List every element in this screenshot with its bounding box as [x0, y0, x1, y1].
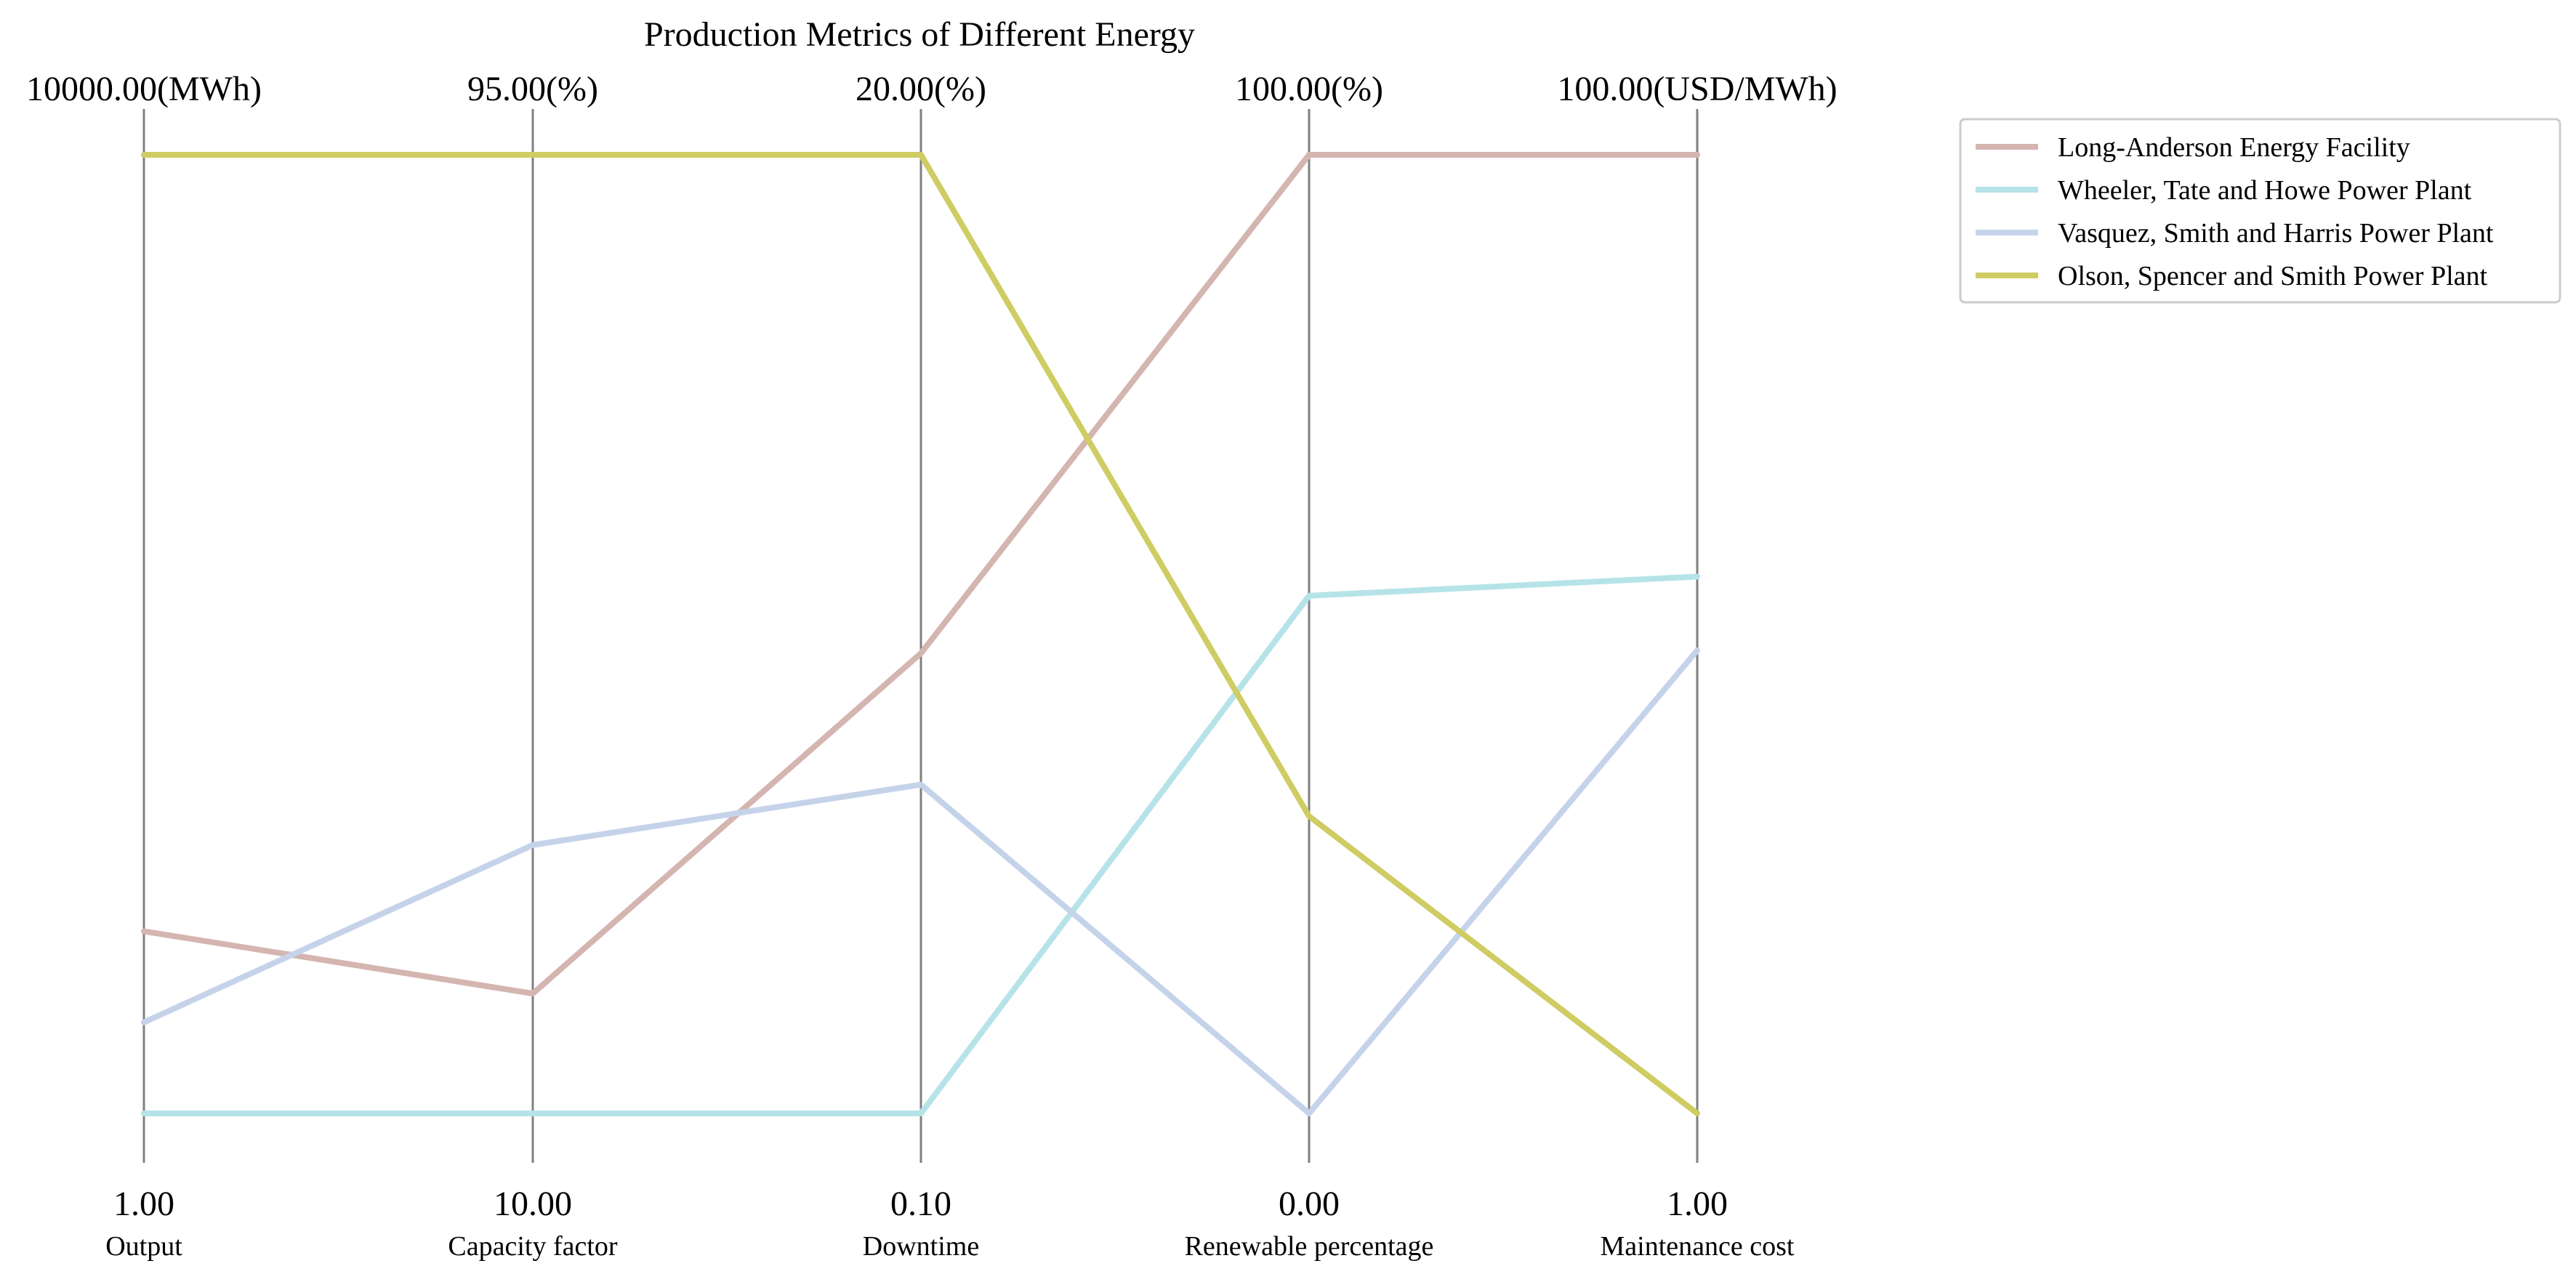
axis-max-label: 10000.00(MWh): [26, 70, 262, 108]
series-line-4: [141, 152, 1700, 1116]
axis-min-label: 10.00: [494, 1185, 572, 1223]
axis-max-label: 100.00(USD/MWh): [1557, 70, 1837, 108]
axis-min-label: 1.00: [1667, 1185, 1728, 1223]
axis-name: Capacity factor: [448, 1231, 618, 1262]
axis-max-label: 100.00(%): [1235, 70, 1383, 108]
legend-frame: [1959, 118, 2561, 304]
series-line-1: [141, 152, 1700, 997]
axis-max-label: 20.00(%): [856, 70, 986, 108]
legend-label: Vasquez, Smith and Harris Power Plant: [2058, 218, 2494, 249]
legend-label: Long-Anderson Energy Facility: [2058, 132, 2410, 163]
legend-label: Olson, Spencer and Smith Power Plant: [2058, 261, 2488, 291]
axis-min-label: 0.10: [890, 1185, 951, 1223]
axis-max-label: 95.00(%): [467, 70, 598, 108]
axis-min-label: 0.00: [1279, 1185, 1340, 1223]
series-line-3: [141, 647, 1700, 1116]
series-line-2: [141, 573, 1700, 1116]
legend-label: Wheeler, Tate and Howe Power Plant: [2058, 175, 2472, 206]
axis-name: Renewable percentage: [1185, 1231, 1434, 1262]
series-layer: [141, 152, 1700, 1116]
axis-name: Downtime: [863, 1231, 979, 1262]
chart-title: Production Metrics of Different Energy: [644, 15, 1195, 54]
axes-layer: 10000.00(MWh) 1.00 Output 95.00(%) 10.00 Capa…: [26, 70, 1838, 1262]
axis-min-label: 1.00: [113, 1185, 174, 1223]
axis-name: Output: [105, 1231, 182, 1262]
legend: Long-Anderson Energy Facility Wheeler, Ta…: [1959, 118, 2561, 304]
axis-name: Maintenance cost: [1601, 1231, 1795, 1262]
legend-items: Long-Anderson Energy Facility Wheeler, Ta…: [1976, 132, 2494, 291]
